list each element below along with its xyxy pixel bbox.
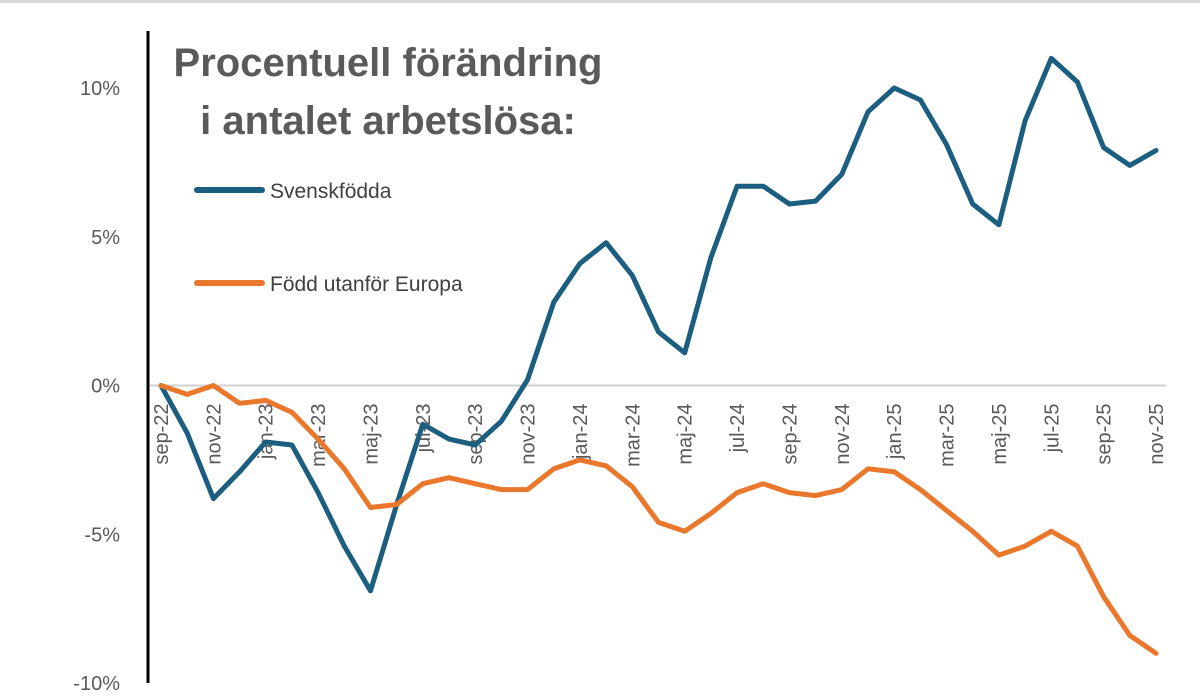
- chart-title: Procentuell förändring i antalet arbetsl…: [174, 41, 603, 143]
- x-tick-label: mar-24: [622, 404, 644, 467]
- y-tick-label: -10%: [73, 673, 120, 695]
- legend-item-svenskfodda: Svenskfödda: [194, 180, 392, 203]
- legend-label-svenskfodda: Svenskfödda: [270, 180, 392, 203]
- x-tick-label: jul-24: [727, 404, 749, 454]
- chart-title-line-1: Procentuell förändring: [174, 41, 603, 85]
- y-tick-label: -5%: [84, 524, 120, 546]
- x-tick-labels: sep-22 nov-22 jan-23 mar-23 maj-23 jul-23 sep-…: [151, 404, 1168, 467]
- x-tick-label: sep-23: [465, 404, 487, 465]
- x-tick-label: maj-25: [989, 404, 1011, 465]
- series-line-1: [158, 383, 1159, 656]
- x-tick-label: sep-22: [151, 404, 173, 465]
- x-tick-label: jul-25: [1041, 404, 1063, 454]
- y-tick-label: 0%: [91, 376, 120, 398]
- y-tick-label: 5%: [91, 227, 120, 249]
- x-tick-label: jan-25: [884, 404, 906, 461]
- x-tick-label: nov-23: [518, 404, 540, 465]
- chart-title-line-2: i antalet arbetslösa:: [200, 99, 576, 143]
- series-lines: [158, 55, 1159, 656]
- x-tick-label: nov-22: [203, 404, 225, 465]
- x-tick-label: sep-24: [779, 404, 801, 465]
- x-tick-label: mar-25: [937, 404, 959, 467]
- x-tick-label: sep-25: [1094, 404, 1116, 465]
- line-chart: 10%5%0%-5%-10% sep-22 nov-22 jan-23 mar-23 m…: [73, 31, 1168, 695]
- x-tick-label: maj-23: [360, 404, 382, 465]
- y-tick-label: 10%: [80, 78, 120, 100]
- x-tick-label: nov-25: [1146, 404, 1168, 465]
- x-tick-label: maj-24: [675, 404, 697, 465]
- legend: Svenskfödda Född utanför Europa: [194, 180, 463, 296]
- y-tick-labels: 10% 5% 0% -5% -10%: [73, 78, 120, 695]
- x-tick-label: jan-24: [570, 404, 592, 461]
- legend-label-fodd-utanfor-europa: Född utanför Europa: [270, 273, 463, 296]
- series-line-0: [158, 55, 1159, 594]
- x-tick-label: nov-24: [832, 404, 854, 465]
- x-tick-label: mar-23: [308, 404, 330, 467]
- legend-item-fodd-utanfor-europa: Född utanför Europa: [194, 273, 463, 296]
